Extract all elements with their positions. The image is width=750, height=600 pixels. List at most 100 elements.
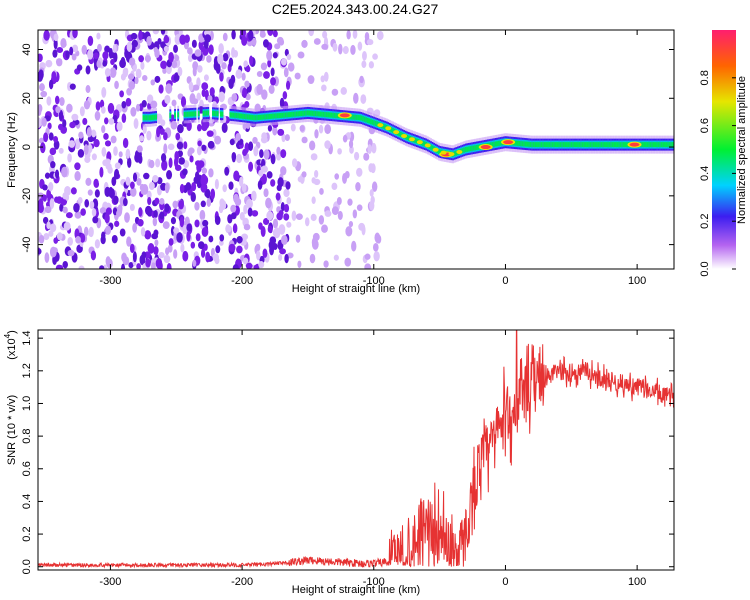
ridge-core [654, 142, 657, 148]
ridge-core [148, 115, 151, 121]
spectrogram-cell [354, 151, 360, 161]
spectrogram-cell [95, 101, 101, 111]
spectrogram-cell [261, 89, 268, 100]
spectrogram-cell [156, 126, 161, 138]
spectrogram-cell [331, 88, 339, 96]
ridge-core [392, 128, 395, 134]
spectrogram-cell [242, 257, 249, 265]
ridge-core [573, 142, 576, 148]
spectrogram-cell [194, 201, 200, 211]
ridge-core [551, 142, 554, 148]
spectrogram-cell [188, 81, 194, 92]
ridge-core [463, 147, 466, 153]
spectrogram-cell [67, 236, 74, 246]
ridge-core [461, 148, 464, 154]
spectrogram-cell [160, 60, 168, 70]
spectrogram-cell [207, 95, 213, 103]
spectrogram-cell [200, 173, 207, 184]
bottom-x-ticks: -300 -200 -100 0 100 [99, 330, 646, 588]
y-tick-label: 0 [21, 144, 33, 150]
spectrogram-cell [74, 211, 82, 219]
spectrogram-cell [161, 160, 168, 171]
ridge-core [656, 142, 658, 148]
spectrogram-cell [197, 140, 202, 147]
ridge-core [316, 111, 319, 117]
spectrogram-cell [241, 36, 248, 46]
colorbar: 0.0 0.2 0.4 0.6 0.8 Normalized spectral ampl… [699, 30, 748, 277]
spectrogram-cell [114, 220, 120, 227]
ridge-core [521, 141, 524, 147]
ridge-core [575, 142, 578, 148]
ridge-core [291, 111, 293, 117]
spectrogram-cell [114, 168, 120, 180]
spectrogram-cell [201, 123, 208, 132]
spectrogram-cell [125, 97, 132, 107]
spectrogram-cell [99, 265, 105, 269]
spectrogram-cell [158, 251, 165, 259]
spectrogram-cell [151, 262, 156, 269]
ridge-core [144, 115, 146, 121]
spectrogram-cell [366, 38, 374, 46]
ridge-core [251, 114, 254, 120]
ridge-core [594, 142, 597, 148]
y-tick-label: 0.2 [21, 526, 33, 541]
spectrogram-cell [178, 157, 185, 165]
spectrogram-cell [290, 123, 296, 132]
spectrogram-cell [231, 30, 236, 40]
ridge-core [471, 145, 474, 151]
spectrogram-cell [294, 72, 301, 80]
spectrogram-cell [130, 106, 137, 117]
spectrogram-cell [74, 138, 81, 150]
spectrogram-cell [144, 230, 152, 240]
spectrogram-cell [356, 204, 363, 211]
top-y-axis-label: Frequency (Hz) [6, 112, 18, 188]
ridge-core [614, 142, 617, 148]
y-exponent-power: 4 [3, 333, 12, 338]
ridge-core [212, 110, 214, 116]
spectrogram-cell [297, 51, 305, 59]
spectrogram-cell [229, 138, 235, 146]
y-tick-label: 20 [21, 92, 33, 104]
ridge-core [246, 114, 249, 120]
ridge-core [524, 141, 527, 147]
spectrogram-cell [69, 46, 74, 56]
spectrogram-cell [145, 258, 151, 268]
spectrogram-cell [196, 146, 202, 156]
ridge-core [490, 142, 492, 148]
ridge-core [408, 135, 410, 141]
spectrogram-cell [96, 60, 102, 68]
spectrogram-cell [219, 239, 224, 246]
spectrogram-cell [54, 196, 60, 203]
spectrogram-cell [262, 217, 270, 226]
spectrogram-cell [51, 71, 57, 81]
spectrogram-cell [373, 251, 380, 262]
ridge-core [152, 114, 154, 120]
ridge-core [297, 111, 300, 117]
ridge-core [663, 142, 666, 148]
spectrogram-cell [137, 219, 144, 227]
spectrogram-cell [150, 100, 158, 109]
ridge-core [542, 142, 545, 148]
spectrogram-cell [130, 181, 135, 190]
ridge-bright [416, 140, 423, 145]
spectrogram-cell [162, 67, 167, 74]
colorbar-gradient [712, 30, 736, 269]
ridge-core [553, 142, 556, 148]
spectrogram-cell [320, 75, 325, 83]
ridge-core [398, 131, 401, 137]
spectrogram-cell [351, 240, 357, 252]
ridge-core [613, 142, 616, 148]
spectrogram-cell [177, 124, 184, 134]
chart-title: C2E5.2024.343.00.24.G27 [272, 1, 439, 17]
spectrogram-cell [101, 147, 107, 157]
ridge-core [605, 142, 608, 148]
spectrogram-cell [84, 199, 90, 208]
spectrogram-cell [59, 97, 65, 106]
spectrogram-cell [143, 172, 150, 180]
ridge-core [319, 111, 322, 117]
spectrogram-cell [364, 31, 370, 41]
spectrogram-cell [104, 212, 110, 224]
spectrogram-cell [297, 176, 304, 183]
ridge-core [191, 111, 194, 117]
spectrogram-cell [295, 213, 303, 220]
